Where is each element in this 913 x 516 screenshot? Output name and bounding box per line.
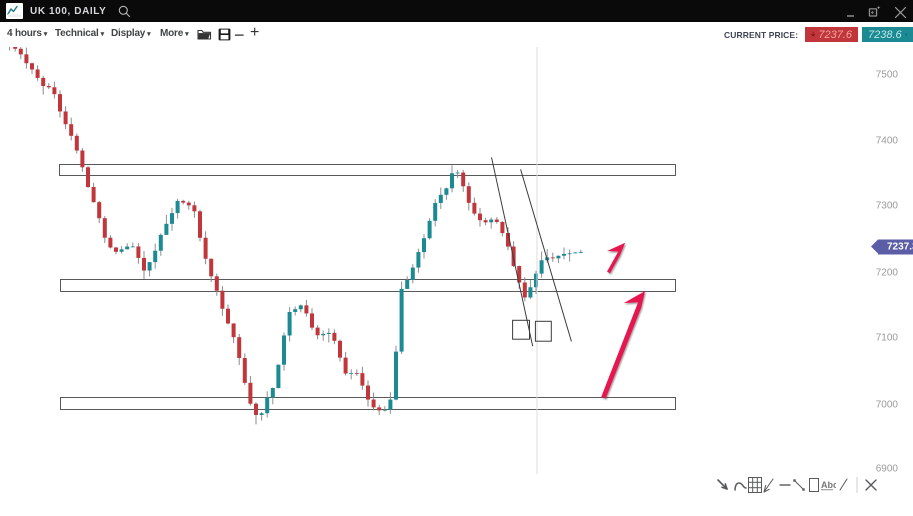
svg-text:Abc: Abc <box>821 480 836 490</box>
